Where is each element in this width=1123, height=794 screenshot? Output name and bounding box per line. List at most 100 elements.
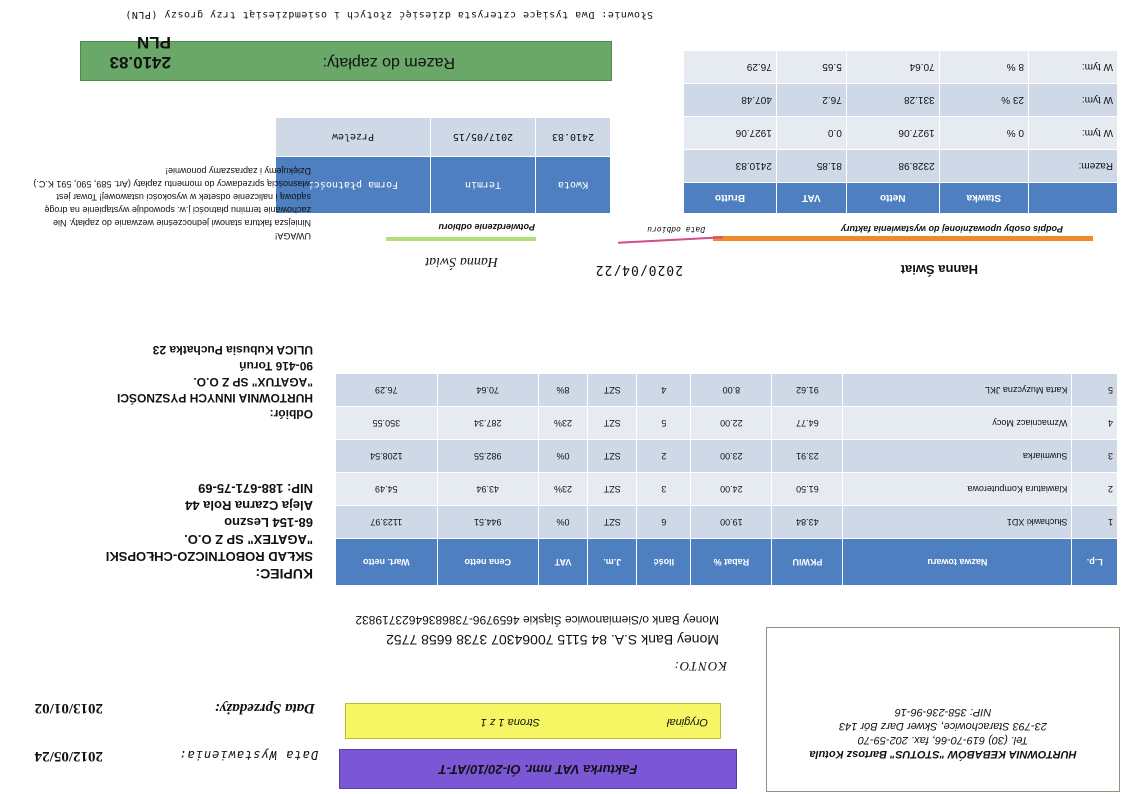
rates-cell-rate — [939, 149, 1029, 183]
rates-cell-rate: 23 % — [939, 83, 1029, 117]
col-pkwiu: PKWiU — [771, 538, 843, 586]
cell-qty: 6 — [636, 505, 691, 539]
cell-net-value: 350.55 — [335, 406, 438, 440]
cell-net-value: 1208.54 — [335, 439, 438, 473]
cell-lp: 3 — [1071, 439, 1118, 473]
table-row: 2410.83 2017/05/15 Przelew — [275, 117, 611, 157]
cell-qty: 2 — [636, 439, 691, 473]
rates-header-row: Stawka Netto VAT Brutto — [683, 182, 1118, 214]
sale-date-label: Data Sprzedaży: — [214, 700, 315, 716]
payment-header-row: Kwota Termin Forma płatności — [275, 156, 611, 214]
rates-cell-net: 2328.98 — [846, 149, 940, 183]
page-number: Strona 1 z 1 — [480, 716, 540, 728]
original-label: Oryginał — [667, 716, 708, 728]
table-row: W tym: 0 % 1927.06 0.0 1927.06 — [683, 116, 1118, 150]
rates-cell-label: W tym: — [1028, 83, 1118, 117]
rates-col-gross: Brutto — [683, 182, 777, 214]
sale-date-value: 2013/01/02 — [34, 700, 103, 716]
cell-pkwiu: 64.77 — [771, 406, 843, 440]
cell-vat: 0% — [538, 505, 588, 539]
confirm-line — [386, 237, 536, 241]
col-net-value: Wart. netto — [335, 538, 438, 586]
seller-address: 23-793 Starachowice, Skwer Darz Bór 143 — [839, 720, 1047, 732]
buyer-label: KUPIEC: — [255, 566, 313, 582]
issue-date-value: 2012/05/24 — [34, 748, 103, 764]
buyer-city: 68-154 Leszno — [224, 515, 313, 530]
cell-discount: 23.00 — [690, 439, 772, 473]
cell-pkwiu: 91.62 — [771, 373, 843, 407]
signer-line — [713, 236, 1093, 241]
table-row: W tym: 23 % 331.28 76.2 407.48 — [683, 83, 1118, 117]
recipient-name-line-2: "AGATUX" SP Z O.O. — [193, 375, 313, 389]
rates-col-vat: VAT — [776, 182, 847, 214]
cell-vat: 0% — [538, 439, 588, 473]
invoice-title: Fakturka VAT nmr. ÓI-20/10/AT-T — [438, 762, 638, 777]
notes-title: UWAGA! — [274, 231, 311, 241]
rates-cell-label: W tym: — [1028, 116, 1118, 150]
table-row: 3 Suwmiarka 23.91 23.00 2 SZT 0% 982.55 … — [335, 439, 1118, 473]
buyer-block: KUPIEC: SKŁAD ROBOTNICZO-CHŁOPSKI "AGATE… — [106, 480, 313, 582]
cell-qty: 4 — [636, 373, 691, 407]
cell-pkwiu: 61.50 — [771, 472, 843, 506]
buyer-street: Aleja Czarna Rola 44 — [185, 498, 313, 513]
cell-lp: 1 — [1071, 505, 1118, 539]
payment-amount: 2410.83 — [535, 117, 611, 157]
payment-col-term: Termin — [430, 156, 536, 214]
rates-cell-vat: 0.0 — [776, 116, 847, 150]
receipt-date-caption: Data odbioru — [647, 225, 705, 234]
cell-lp: 2 — [1071, 472, 1118, 506]
cell-unit: SZT — [587, 439, 637, 473]
col-net-price: Cena netto — [437, 538, 539, 586]
issue-date-label: Data Wystawienia: — [178, 748, 318, 762]
cell-unit: SZT — [587, 472, 637, 506]
col-name: Nazwa towaru — [842, 538, 1072, 586]
table-row: 5 Karta Muzyczna JKL 91.62 8.00 4 SZT 8%… — [335, 373, 1118, 407]
cell-net-price: 43.94 — [437, 472, 539, 506]
rates-cell-rate: 8 % — [939, 50, 1029, 84]
seller-phone: Tel. (30) 619-70-66, fax. 202-59-70 — [857, 734, 1029, 746]
total-label: Razem do zapłaty: — [322, 54, 455, 71]
cell-vat: 23% — [538, 472, 588, 506]
seller-box: HURTOWNIA KEBABÓW "STOTUS" Bartosz Kotul… — [766, 627, 1120, 792]
cell-name: Słuchawki XD1 — [842, 505, 1072, 539]
signer-caption: Podpis osoby upoważnionej do wystawienia… — [840, 224, 1063, 234]
cell-qty: 5 — [636, 406, 691, 440]
cell-unit: SZT — [587, 505, 637, 539]
col-vat: VAT — [538, 538, 588, 586]
notes-body: Niniejsza faktura stanowi jednocześnie w… — [33, 179, 311, 228]
cell-pkwiu: 43.84 — [771, 505, 843, 539]
notes-block: UWAGA! Niniejsza faktura stanowi jednocz… — [21, 164, 311, 242]
payment-form: Przelew — [275, 117, 431, 157]
rates-cell-vat: 5.65 — [776, 50, 847, 84]
table-row: 1 Słuchawki XD1 43.84 19.00 6 SZT 0% 944… — [335, 505, 1118, 539]
cell-vat: 8% — [538, 373, 588, 407]
items-table: L.p. Nazwa towaru PKWiU Rabat % Ilość J.… — [335, 373, 1118, 586]
rates-cell-rate: 0 % — [939, 116, 1029, 150]
signature: Hanna Świat — [425, 254, 498, 269]
recipient-label: Odbiór: — [269, 407, 313, 421]
rates-cell-gross: 1927.06 — [683, 116, 777, 150]
vat-summary-table: Stawka Netto VAT Brutto Razem: 2328.98 8… — [683, 50, 1118, 214]
cell-unit: SZT — [587, 406, 637, 440]
cell-unit: SZT — [587, 373, 637, 407]
cell-net-price: 287.34 — [437, 406, 539, 440]
payment-term: 2017/05/15 — [430, 117, 536, 157]
seller-nip: NIP: 358-236-96-16 — [894, 706, 992, 718]
items-header-row: L.p. Nazwa towaru PKWiU Rabat % Ilość J.… — [335, 538, 1118, 586]
cell-lp: 5 — [1071, 373, 1118, 407]
rates-col-label — [1028, 182, 1118, 214]
recipient-street: ULICA Kubusia Puchatka 23 — [152, 343, 313, 357]
bank-account-line-2: Money Bank o/Siemianowice Śląskie 465979… — [355, 613, 719, 627]
cell-lp: 4 — [1071, 406, 1118, 440]
bank-account-line-1: Money Bank S.A. 84 5115 70064307 3738 66… — [386, 632, 719, 648]
cell-name: Klawiatura Komputerowa — [842, 472, 1072, 506]
table-row: 2 Klawiatura Komputerowa 61.50 24.00 3 S… — [335, 472, 1118, 506]
rates-cell-net: 331.28 — [846, 83, 940, 117]
rates-cell-net: 70.64 — [846, 50, 940, 84]
cell-discount: 22.00 — [690, 406, 772, 440]
invoice-title-banner: Fakturka VAT nmr. ÓI-20/10/AT-T — [339, 749, 737, 789]
payment-col-amount: Kwota — [535, 156, 611, 214]
notes-thanks: Dziękujemy i zapraszamy ponownie! — [165, 166, 311, 176]
cell-pkwiu: 23.91 — [771, 439, 843, 473]
